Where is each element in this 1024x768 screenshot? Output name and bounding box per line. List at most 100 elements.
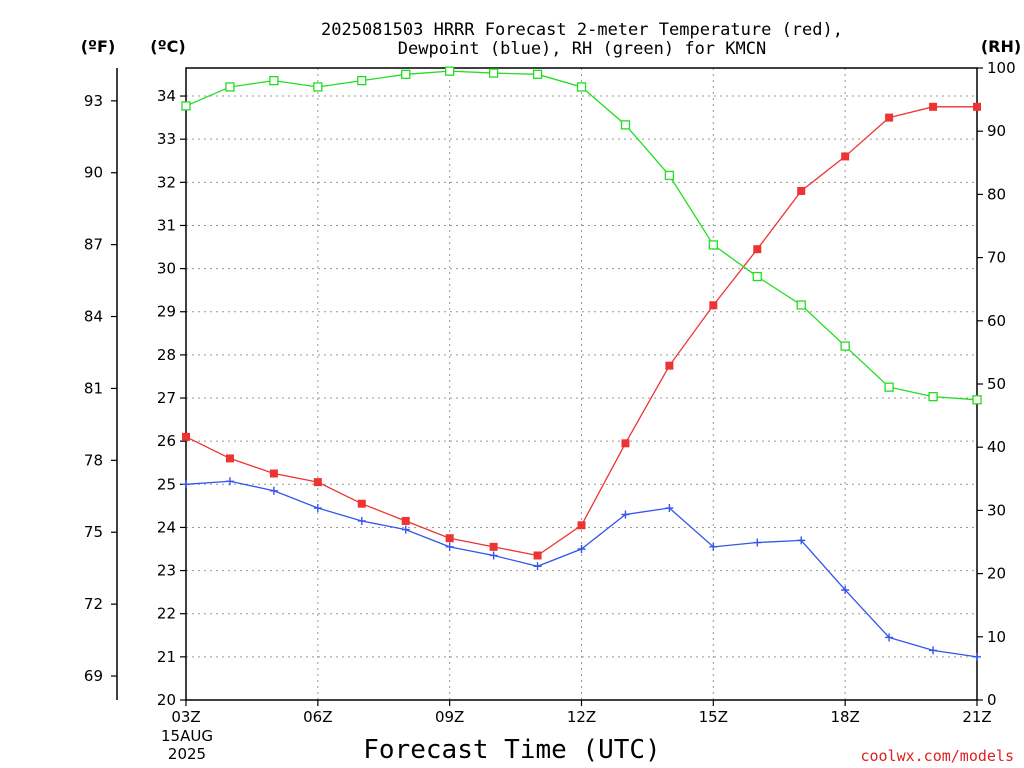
rh-point [401,69,411,79]
rh-tick-label: 30 [987,501,1006,519]
celsius-tick-label: 31 [157,216,176,234]
celsius-tick-label: 27 [157,389,176,407]
celsius-tick-label: 21 [157,648,176,666]
celsius-tick-label: 28 [157,346,176,364]
rh-point [488,68,499,78]
series-group [181,66,982,661]
rh-tick-label: 60 [987,312,1006,330]
rh-point [269,75,279,86]
dewpoint-point [225,477,234,486]
dewpoint-point [182,480,190,489]
temperature-point [797,186,806,195]
dewpoint-point [753,538,762,547]
dewpoint-point [973,652,981,661]
fahrenheit-tick-label: 72 [84,595,103,613]
rh-point [972,395,982,405]
x-date-year: 2025 [168,745,206,763]
celsius-tick-label: 34 [157,87,176,105]
x-tick-label: 09Z [435,708,464,726]
rh-point [928,391,938,402]
rh-point [708,240,718,250]
temperature-point [445,534,454,543]
rh-point [313,82,323,92]
celsius-tick-label: 23 [157,562,176,580]
rh-point [445,66,455,76]
series-temperature [182,102,981,560]
fahrenheit-tick-label: 78 [84,451,103,469]
rh-point [752,271,762,282]
fahrenheit-tick-label: 75 [84,523,103,541]
celsius-tick-label: 32 [157,173,176,191]
rh-tick-label: 50 [987,375,1006,393]
temperature-point [577,521,586,530]
unit-label-celsius: (ºC) [150,37,185,56]
axes [111,67,983,706]
dewpoint-point [621,510,630,519]
celsius-tick-label: 25 [157,475,176,493]
rh-tick-label: 80 [987,185,1006,203]
temperature-point [621,439,630,448]
dewpoint-point [885,633,894,642]
celsius-tick-label: 26 [157,432,176,450]
rh-point [884,382,894,392]
temperature-point [489,542,498,551]
x-tick-label: 21Z [962,708,991,726]
temperature-point [313,478,322,487]
dewpoint-point [445,542,454,551]
dewpoint-point [577,545,586,554]
plot-frame [185,67,978,701]
dewpoint-point [313,504,322,513]
dewpoint-point [269,486,278,495]
dewpoint-point [665,504,674,513]
dewpoint-point [797,536,806,545]
temperature-point [533,551,542,560]
rh-point [620,120,631,130]
dewpoint-point [533,562,542,571]
unit-label-rh: (RH) [981,37,1021,56]
celsius-tick-label: 33 [157,130,176,148]
rh-point [664,170,675,181]
fahrenheit-tick-label: 90 [84,164,103,182]
fahrenheit-tick-label: 69 [84,667,103,685]
tick-labels: 20 21 22 23 24 25 26 27 28 29 30 31 32 33 34 69 72 75 78 81… [84,59,1016,726]
temperature-point [973,102,981,111]
temperature-point [709,301,718,310]
rh-tick-label: 40 [987,438,1006,456]
x-tick-label: 12Z [567,708,596,726]
x-axis-title: Forecast Time (UTC) [363,735,660,765]
temperature-point [929,102,938,111]
fahrenheit-tick-label: 93 [84,92,103,110]
fahrenheit-tick-label: 87 [84,236,103,254]
rh-point [840,341,850,351]
rh-point [796,300,806,310]
rh-point [532,69,543,79]
rh-point [357,75,367,86]
rh-tick-label: 0 [987,691,997,709]
temperature-point [841,152,850,161]
series-dewpoint [182,477,981,661]
dewpoint-point [489,551,498,560]
grid-lines [186,68,977,700]
temperature-point [885,113,894,122]
rh-tick-label: 10 [987,628,1006,646]
rh-tick-label: 20 [987,565,1006,583]
temperature-point [225,454,234,463]
credit-text: coolwx.com/models [860,747,1014,765]
fahrenheit-tick-label: 84 [84,308,103,326]
dewpoint-point [841,585,850,594]
celsius-tick-label: 30 [157,260,176,278]
x-tick-label: 06Z [303,708,332,726]
rh-tick-label: 70 [987,249,1006,267]
rh-point [225,82,235,92]
celsius-tick-label: 24 [157,518,176,536]
dewpoint-point [401,525,410,534]
temperature-point [753,245,762,254]
temperature-point [269,469,278,478]
dewpoint-point [709,542,718,551]
dewpoint-point [357,516,366,525]
chart-title-line-2: Dewpoint (blue), RH (green) for KMCN [398,39,766,59]
temperature-point [665,361,674,370]
celsius-tick-label: 22 [157,605,176,623]
rh-point [576,82,587,92]
